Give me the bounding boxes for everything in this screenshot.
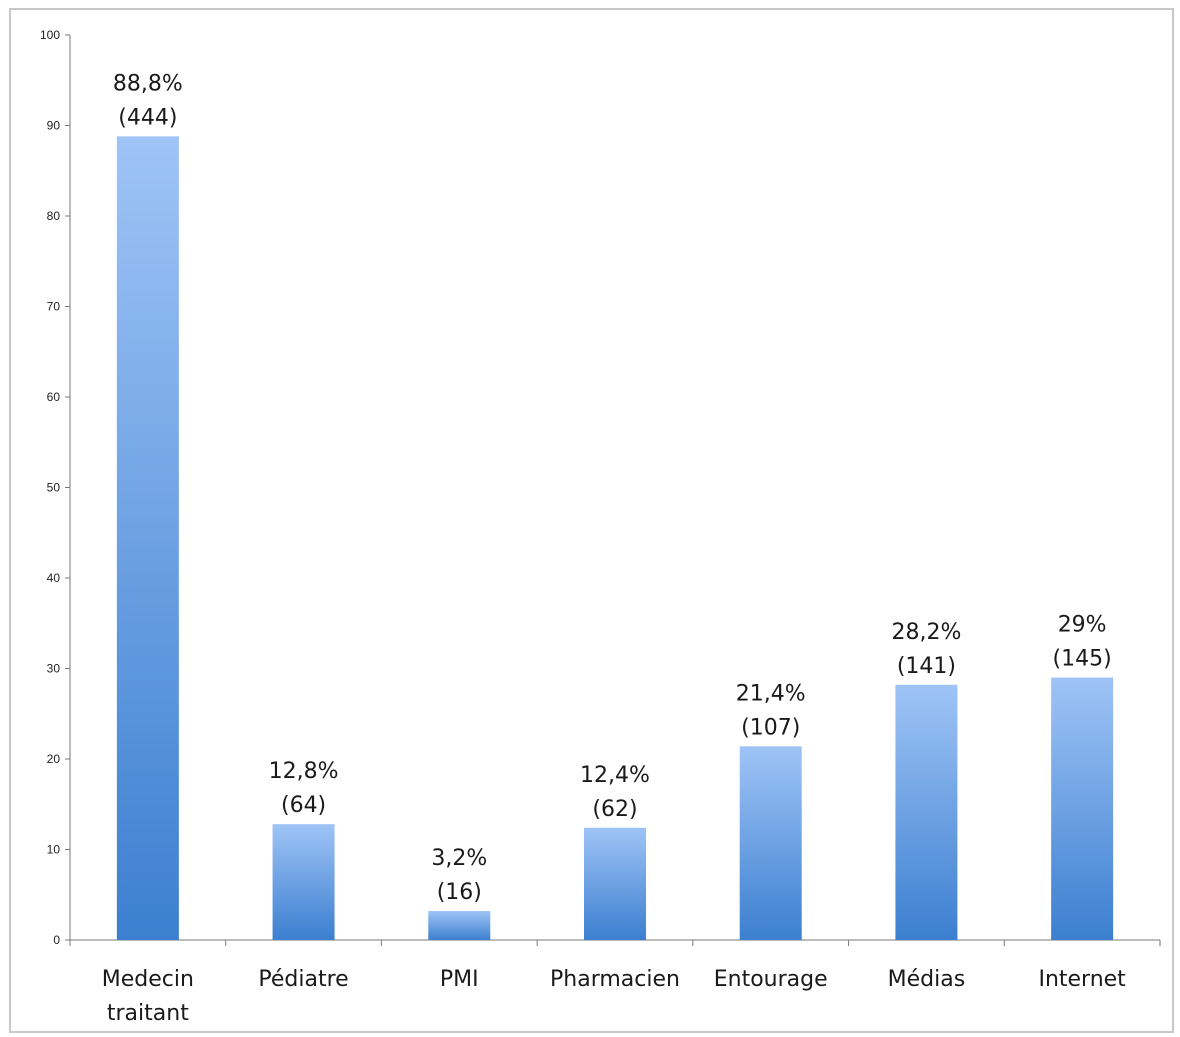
data-label: 28,2% (141) xyxy=(891,620,961,679)
x-tick-label-line: Médias xyxy=(888,967,966,992)
data-label-line: (62) xyxy=(592,797,637,822)
y-tick-label: 80 xyxy=(47,209,61,223)
chart-frame: 0 10 20 30 40 50 60 70 80 90 100 Medecin traitant Péd… xyxy=(9,8,1174,1033)
data-label: 3,2% (16) xyxy=(431,846,487,905)
y-tick-label: 100 xyxy=(40,28,60,42)
bar xyxy=(428,911,491,940)
x-tick-label: Medecin traitant xyxy=(102,967,194,1026)
y-tick-label: 90 xyxy=(47,119,61,133)
x-tick-label-line: PMI xyxy=(440,967,479,992)
x-tick-label-line: Internet xyxy=(1038,967,1126,992)
x-tick-label: Internet xyxy=(1038,967,1126,992)
data-label-line: 12,4% xyxy=(580,763,650,788)
data-label: 29% (145) xyxy=(1053,613,1112,672)
y-tick-label: 10 xyxy=(47,843,61,857)
y-tick-label: 40 xyxy=(47,571,61,585)
y-tick-label: 70 xyxy=(47,300,61,314)
bar xyxy=(116,136,179,941)
data-label-line: (16) xyxy=(437,880,482,905)
x-tick-label: Pharmacien xyxy=(550,967,680,992)
axes: 0 10 20 30 40 50 60 70 80 90 100 Medecin traitant Péd… xyxy=(40,28,1161,1026)
x-tick-label: Médias xyxy=(888,967,966,992)
y-tick-label: 20 xyxy=(47,752,61,766)
data-label: 88,8% (444) xyxy=(113,71,183,130)
x-tick-label: PMI xyxy=(440,967,479,992)
x-tick-label: Entourage xyxy=(714,967,828,992)
data-label-line: 12,8% xyxy=(269,759,339,784)
bar xyxy=(272,824,335,940)
data-label-line: (444) xyxy=(118,105,177,130)
bar xyxy=(739,746,802,940)
x-tick-label-line: traitant xyxy=(107,1001,189,1026)
bars xyxy=(116,136,1114,941)
bar xyxy=(1051,677,1114,940)
y-tick-label: 60 xyxy=(47,390,61,404)
bar xyxy=(584,827,646,940)
y-tick-label: 50 xyxy=(47,481,61,495)
y-tick-label: 30 xyxy=(47,662,61,676)
data-label-line: 3,2% xyxy=(431,846,487,871)
x-tick-label: Pédiatre xyxy=(258,967,348,992)
data-label-line: (64) xyxy=(281,793,326,818)
data-label-line: 29% xyxy=(1058,613,1107,638)
x-tick-label-line: Entourage xyxy=(714,967,828,992)
data-label-line: 21,4% xyxy=(736,681,806,706)
x-tick-label-line: Pédiatre xyxy=(258,967,348,992)
data-label-line: 88,8% xyxy=(113,71,183,96)
bar xyxy=(895,684,958,940)
data-label-line: (141) xyxy=(897,654,956,679)
data-label-line: (145) xyxy=(1053,647,1112,672)
data-label: 12,4% (62) xyxy=(580,763,650,822)
data-label-line: 28,2% xyxy=(891,620,961,645)
y-tick-label: 0 xyxy=(53,933,60,947)
data-label: 21,4% (107) xyxy=(736,681,806,740)
data-label: 12,8% (64) xyxy=(269,759,339,818)
data-labels: 88,8% (444) 12,8% (64) 3,2% (16) 12,4% (62) 21,4… xyxy=(113,71,1112,905)
bar-chart: 0 10 20 30 40 50 60 70 80 90 100 Medecin traitant Péd… xyxy=(40,28,1161,1026)
data-label-line: (107) xyxy=(741,715,800,740)
x-tick-label-line: Pharmacien xyxy=(550,967,680,992)
x-tick-label-line: Medecin xyxy=(102,967,194,992)
